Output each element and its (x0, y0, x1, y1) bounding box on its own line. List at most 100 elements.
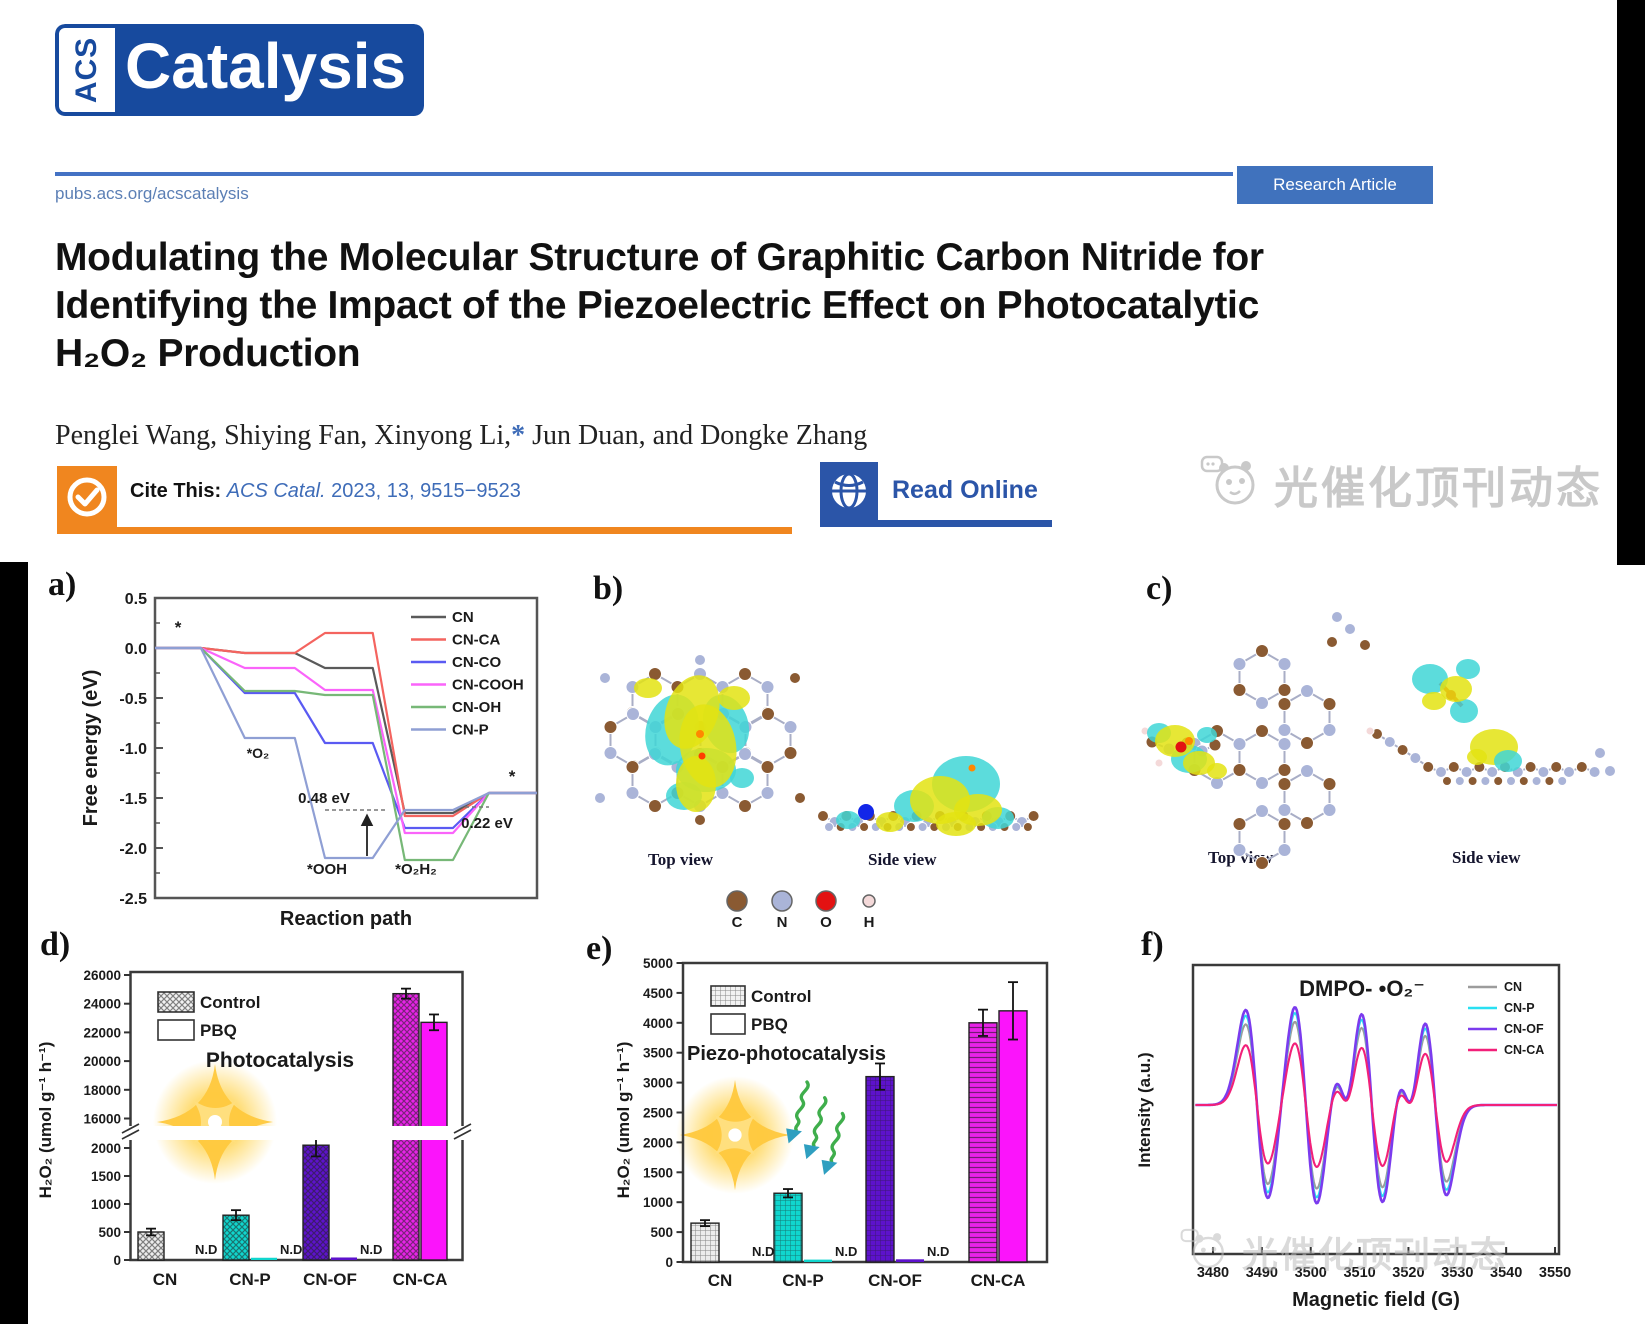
c-side-view-molecule (1365, 659, 1616, 786)
svg-text:CN-CA: CN-CA (452, 632, 500, 649)
bar-pbq-CN-CA (420, 1021, 448, 1261)
svg-text:Intensity (a.u.): Intensity (a.u.) (1135, 1052, 1154, 1167)
legend-atom-O (815, 890, 837, 912)
svg-text:N.D: N.D (752, 1244, 774, 1259)
watermark-bottom: 光催化顶刊动态 (1180, 1226, 1508, 1278)
svg-text:26000: 26000 (83, 968, 121, 983)
svg-text:-0.5: -0.5 (119, 691, 147, 708)
journal-name: Catalysis (115, 24, 425, 116)
header-divider (55, 172, 1233, 176)
acs-catalysis-logo: ACS Catalysis (55, 24, 425, 116)
svg-text:N: N (777, 914, 788, 931)
authors-names: Penglei Wang, Shiying Fan, Xinyong Li, (55, 420, 512, 451)
svg-text:3540: 3540 (1490, 1265, 1522, 1281)
svg-text:CN: CN (452, 609, 474, 626)
panel-d-label: d) (40, 926, 71, 963)
svg-text:CN-P: CN-P (1504, 1001, 1535, 1015)
epr-trace-CN-CA (1195, 1042, 1557, 1168)
svg-text:24000: 24000 (83, 997, 121, 1012)
svg-text:O: O (820, 914, 832, 931)
piezo-photocatalysis-bar-chart: 0 500 1000 1500 2000 2500 3000 3500 4000 4500 5000… (614, 956, 1049, 1290)
legend-atom-N (771, 890, 793, 912)
journal-url-link[interactable]: pubs.acs.org/acscatalysis (55, 184, 249, 203)
epr-spectra-chart: 3480 3490 3500 3510 3520 3530 3540 3550 Magnetic… (1135, 963, 1571, 1311)
corresponding-author-star[interactable]: * (511, 420, 526, 451)
charge-density-panel-c (1140, 611, 1616, 870)
citation: Cite This: ACS Catal. 2023, 13, 9515−952… (130, 480, 521, 503)
svg-text:3000: 3000 (643, 1076, 673, 1091)
svg-text:3500: 3500 (1295, 1265, 1327, 1281)
svg-text:16000: 16000 (83, 1112, 121, 1127)
svg-text:CN-CO: CN-CO (452, 654, 501, 671)
svg-text:*O₂: *O₂ (247, 745, 270, 761)
title-line3: H₂O₂ Production (55, 332, 361, 375)
svg-text:2000: 2000 (91, 1141, 121, 1156)
bar-pbq-CN-CA (998, 1010, 1028, 1263)
svg-text:3520: 3520 (1392, 1265, 1424, 1281)
paper-title: Modulating the Molecular Structure of Gr… (55, 234, 1475, 378)
svg-text:Magnetic field (G): Magnetic field (G) (1292, 1289, 1460, 1311)
watermark-bottom-text: 光催化顶刊动态 (1242, 1234, 1509, 1275)
b-top-view-molecule (594, 654, 806, 826)
panel-c-label: c) (1146, 570, 1173, 607)
screenshot-black-margin-right (1617, 0, 1645, 565)
cite-ref[interactable]: 2023, 13, 9515−9523 (325, 480, 521, 502)
screenshot-black-margin-left (0, 562, 28, 1324)
svg-text:CN: CN (708, 1271, 733, 1290)
cite-journal-link[interactable]: ACS Catal. (226, 480, 326, 502)
svg-text:H: H (864, 914, 875, 931)
svg-text:CN-OF: CN-OF (1504, 1022, 1544, 1036)
svg-text:2000: 2000 (643, 1135, 673, 1150)
svg-text:0: 0 (665, 1255, 673, 1270)
svg-text:18000: 18000 (83, 1083, 121, 1098)
energy-path-CN-COOH (155, 646, 537, 835)
research-article-badge[interactable]: Research Article (1237, 166, 1433, 204)
svg-text:0.0: 0.0 (125, 641, 147, 658)
svg-text:-2.0: -2.0 (119, 841, 147, 858)
svg-text:1500: 1500 (643, 1165, 673, 1180)
svg-text:Reaction path: Reaction path (280, 908, 412, 930)
cite-check-icon (57, 466, 117, 527)
title-line1: Modulating the Molecular Structure of Gr… (55, 236, 1264, 279)
title-line2: Identifying the Impact of the Piezoelect… (55, 284, 1259, 327)
svg-text:1500: 1500 (91, 1169, 121, 1184)
svg-text:CN-CA: CN-CA (1504, 1043, 1544, 1057)
cite-this-label: Cite This: (130, 480, 222, 502)
svg-text:CN-CA: CN-CA (393, 1270, 448, 1289)
b-side-view-label: Side view (868, 850, 937, 869)
vibration-arrows (786, 1080, 846, 1175)
svg-text:2500: 2500 (643, 1106, 673, 1121)
sunburst-graphic (153, 1060, 277, 1184)
panel-e-label: e) (586, 930, 613, 967)
svg-text:CN-OF: CN-OF (303, 1270, 357, 1289)
c-side-view-label: Side view (1452, 848, 1521, 867)
svg-text:*: * (509, 767, 516, 786)
svg-text:Free energy (eV): Free energy (eV) (80, 670, 102, 827)
svg-text:5000: 5000 (643, 956, 673, 971)
watermark-text: 光催化顶刊动态 (1274, 464, 1603, 513)
globe-icon[interactable] (820, 462, 878, 520)
svg-text:CN-COOH: CN-COOH (452, 677, 524, 694)
svg-text:DMPO- •O₂⁻: DMPO- •O₂⁻ (1299, 976, 1425, 1001)
svg-text:3530: 3530 (1441, 1265, 1473, 1281)
b-side-view-molecule (817, 756, 1040, 836)
svg-text:4500: 4500 (643, 986, 673, 1001)
svg-text:*OOH: *OOH (307, 861, 347, 878)
svg-text:3490: 3490 (1246, 1265, 1278, 1281)
authors-names-2: Jun Duan, and Dongke Zhang (525, 420, 868, 451)
read-online-button[interactable]: Read Online (892, 476, 1038, 504)
svg-text:1000: 1000 (643, 1195, 673, 1210)
svg-text:0: 0 (113, 1253, 121, 1268)
acs-logo-box: ACS (55, 24, 115, 116)
svg-text:C: C (732, 914, 743, 931)
panda-logo-icon (1200, 454, 1262, 515)
svg-text:500: 500 (650, 1225, 673, 1240)
panel-b-label: b) (593, 570, 624, 607)
svg-text:20000: 20000 (83, 1054, 121, 1069)
c-top-view-molecule (1140, 611, 1371, 870)
svg-text:Control: Control (200, 993, 260, 1012)
svg-text:-1.0: -1.0 (119, 741, 147, 758)
panel-a-label: a) (48, 566, 77, 603)
energy-path-CN-P (155, 646, 537, 860)
svg-text:*O₂H₂: *O₂H₂ (395, 861, 437, 878)
